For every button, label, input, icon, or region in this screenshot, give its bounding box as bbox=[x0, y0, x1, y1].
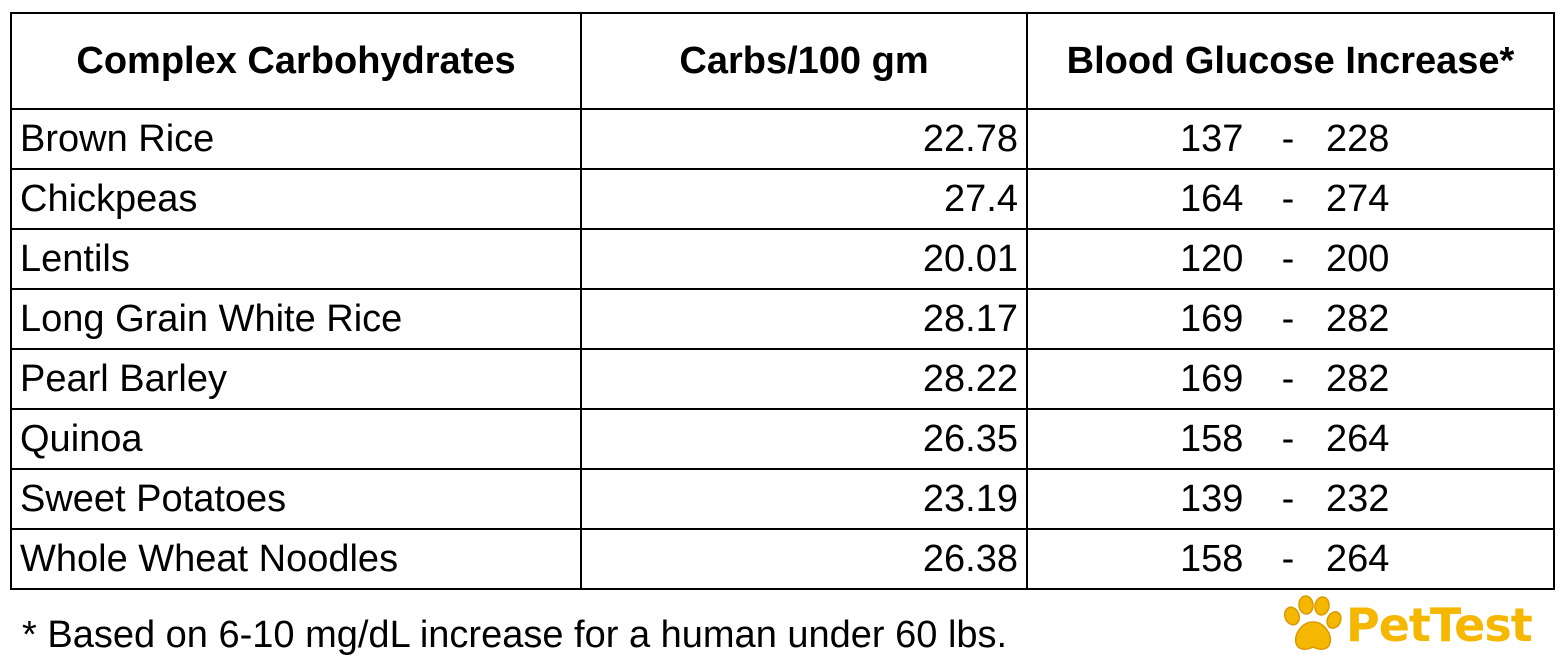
glucose-low: 137 bbox=[1180, 117, 1244, 160]
glucose-high: 200 bbox=[1326, 237, 1390, 280]
range-separator: - bbox=[1281, 477, 1295, 520]
glucose-low: 158 bbox=[1180, 417, 1244, 460]
glucose-range-cell: 120-200 bbox=[1026, 228, 1555, 290]
glucose-range-cell: 139-232 bbox=[1026, 468, 1555, 530]
table-row: Chickpeas 27.4 164-274 bbox=[10, 168, 1555, 230]
carbs-value-cell: 22.78 bbox=[580, 108, 1028, 170]
table-row: Quinoa 26.35 158-264 bbox=[10, 408, 1555, 470]
glucose-low: 139 bbox=[1180, 477, 1244, 520]
table-row: Pearl Barley 28.22 169-282 bbox=[10, 348, 1555, 410]
glucose-low: 169 bbox=[1180, 357, 1244, 400]
footnote: * Based on 6-10 mg/dL increase for a hum… bbox=[22, 614, 1008, 656]
table-row: Whole Wheat Noodles 26.38 158-264 bbox=[10, 528, 1555, 590]
food-name-cell: Long Grain White Rice bbox=[10, 288, 582, 350]
glucose-range-cell: 169-282 bbox=[1026, 348, 1555, 410]
glucose-low: 120 bbox=[1180, 237, 1244, 280]
header-complex-carbohydrates: Complex Carbohydrates bbox=[10, 12, 582, 110]
range-separator: - bbox=[1281, 537, 1295, 580]
glucose-low: 158 bbox=[1180, 537, 1244, 580]
carbs-value-cell: 23.19 bbox=[580, 468, 1028, 530]
glucose-range-cell: 137-228 bbox=[1026, 108, 1555, 170]
glucose-high: 264 bbox=[1326, 417, 1390, 460]
food-name-cell: Chickpeas bbox=[10, 168, 582, 230]
food-name-cell: Sweet Potatoes bbox=[10, 468, 582, 530]
carbs-value-cell: 20.01 bbox=[580, 228, 1028, 290]
range-separator: - bbox=[1281, 237, 1295, 280]
glucose-high: 232 bbox=[1326, 477, 1390, 520]
range-separator: - bbox=[1281, 177, 1295, 220]
pettest-logo: PetTest bbox=[1280, 594, 1550, 656]
glucose-high: 282 bbox=[1326, 297, 1390, 340]
glucose-high: 282 bbox=[1326, 357, 1390, 400]
carbs-value-cell: 26.38 bbox=[580, 528, 1028, 590]
table-row: Lentils 20.01 120-200 bbox=[10, 228, 1555, 290]
header-carbs-per-100gm: Carbs/100 gm bbox=[580, 12, 1028, 110]
carbs-value-cell: 28.22 bbox=[580, 348, 1028, 410]
logo-text: PetTest bbox=[1346, 598, 1533, 652]
carbs-value-cell: 26.35 bbox=[580, 408, 1028, 470]
carbs-table: Complex Carbohydrates Carbs/100 gm Blood… bbox=[10, 12, 1555, 590]
glucose-range-cell: 169-282 bbox=[1026, 288, 1555, 350]
table-header-row: Complex Carbohydrates Carbs/100 gm Blood… bbox=[10, 12, 1555, 110]
range-separator: - bbox=[1281, 297, 1295, 340]
glucose-high: 264 bbox=[1326, 537, 1390, 580]
carbs-value-cell: 28.17 bbox=[580, 288, 1028, 350]
table-row: Brown Rice 22.78 137-228 bbox=[10, 108, 1555, 170]
glucose-range-cell: 164-274 bbox=[1026, 168, 1555, 230]
carbs-value-cell: 27.4 bbox=[580, 168, 1028, 230]
food-name-cell: Whole Wheat Noodles bbox=[10, 528, 582, 590]
glucose-high: 274 bbox=[1326, 177, 1390, 220]
range-separator: - bbox=[1281, 357, 1295, 400]
glucose-range-cell: 158-264 bbox=[1026, 528, 1555, 590]
range-separator: - bbox=[1281, 417, 1295, 460]
paw-print-icon bbox=[1280, 594, 1550, 656]
table-row: Sweet Potatoes 23.19 139-232 bbox=[10, 468, 1555, 530]
header-blood-glucose-increase: Blood Glucose Increase* bbox=[1026, 12, 1555, 110]
glucose-high: 228 bbox=[1326, 117, 1390, 160]
food-name-cell: Brown Rice bbox=[10, 108, 582, 170]
table-row: Long Grain White Rice 28.17 169-282 bbox=[10, 288, 1555, 350]
food-name-cell: Lentils bbox=[10, 228, 582, 290]
food-name-cell: Pearl Barley bbox=[10, 348, 582, 410]
glucose-low: 169 bbox=[1180, 297, 1244, 340]
glucose-range-cell: 158-264 bbox=[1026, 408, 1555, 470]
range-separator: - bbox=[1281, 117, 1295, 160]
food-name-cell: Quinoa bbox=[10, 408, 582, 470]
glucose-low: 164 bbox=[1180, 177, 1244, 220]
